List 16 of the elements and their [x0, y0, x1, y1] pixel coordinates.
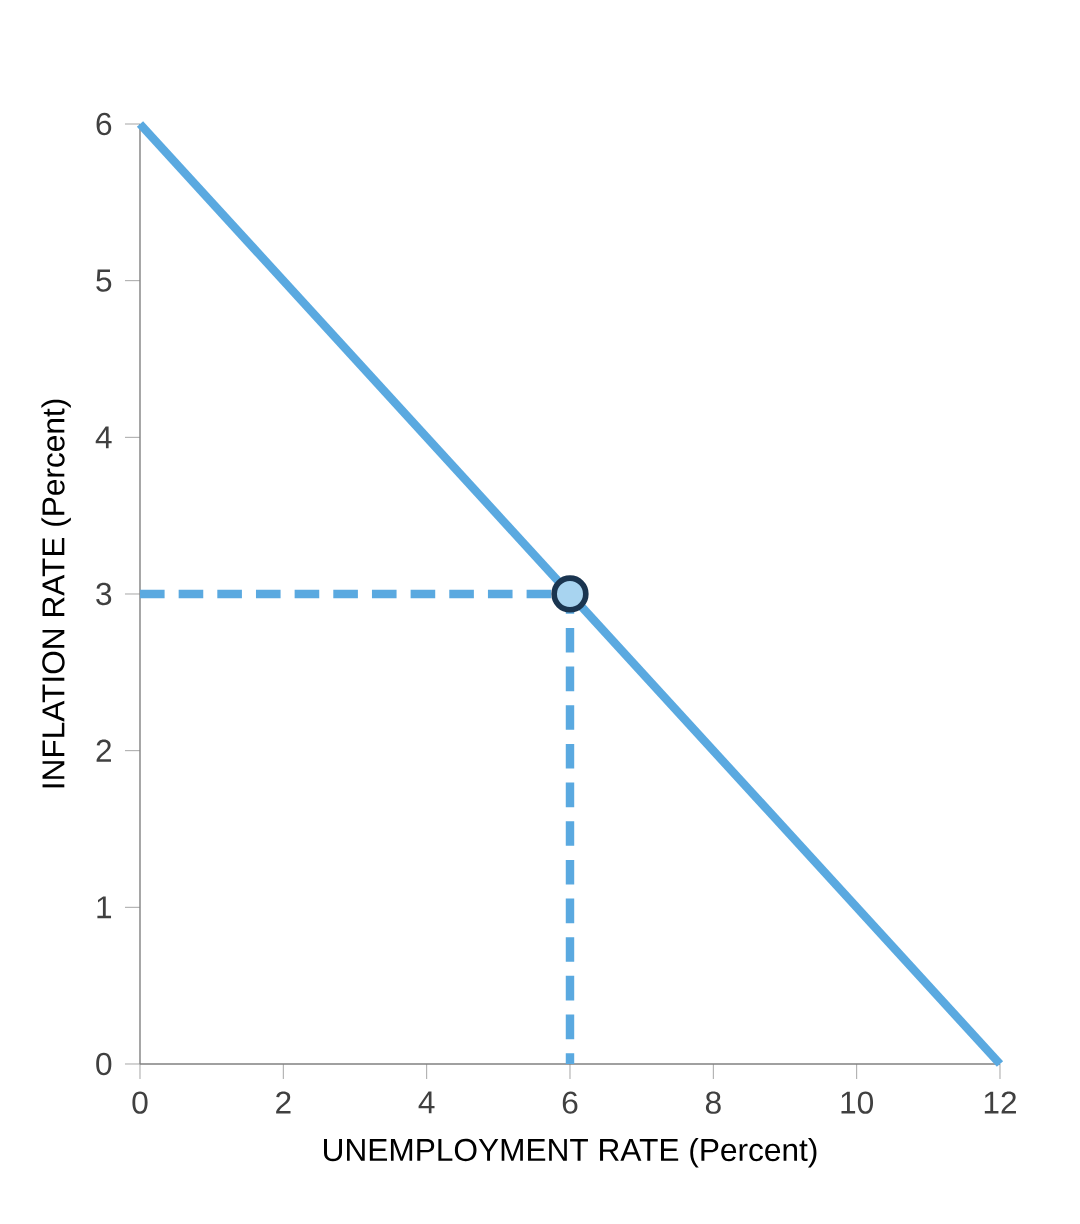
- y-tick-label: 6: [96, 112, 112, 136]
- y-tick-label: 5: [96, 269, 112, 292]
- y-tick-label: 2: [96, 739, 111, 762]
- x-tick-label: 8: [705, 1091, 721, 1114]
- y-axis-title: INFLATION RATE (Percent): [41, 399, 71, 788]
- y-tick-label: 0: [96, 1052, 112, 1076]
- x-tick-label: 12: [984, 1091, 1016, 1114]
- x-axis-title: UNEMPLOYMENT RATE (Percent): [324, 1137, 817, 1168]
- y-tick-label: 3: [96, 582, 112, 606]
- y-tick-label: 4: [95, 426, 112, 449]
- x-tick-label: 0: [132, 1091, 148, 1114]
- x-tick-label: 6: [562, 1091, 578, 1114]
- x-tick-label: 4: [418, 1091, 435, 1114]
- x-tick-label: 2: [276, 1091, 291, 1114]
- x-tick-label: 10: [841, 1091, 874, 1114]
- y-tick-label: 1: [97, 896, 112, 919]
